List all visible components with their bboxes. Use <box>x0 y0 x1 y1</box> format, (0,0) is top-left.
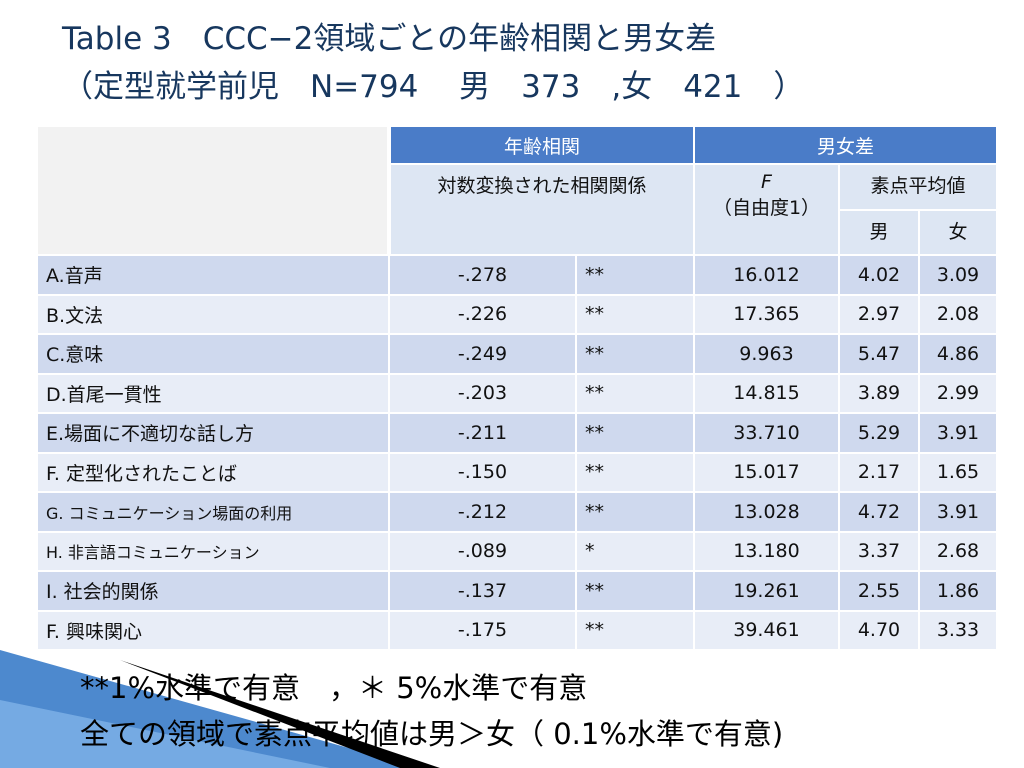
domain-label: F. 定型化されたことば <box>36 451 390 493</box>
female-mean: 1.86 <box>918 570 998 612</box>
significance: ** <box>575 609 695 651</box>
female-mean: 3.33 <box>918 609 998 651</box>
table-row: F. 興味関心 -.175 ** 39.461 4.70 3.33 <box>36 609 998 651</box>
f-value: 39.461 <box>693 609 840 651</box>
significance: ** <box>575 570 695 612</box>
domain-label: B.文法 <box>36 293 390 335</box>
empty-corner <box>36 125 391 256</box>
male-mean: 4.70 <box>838 609 920 651</box>
significance: ** <box>575 412 695 454</box>
light-swoosh <box>0 700 330 768</box>
male-mean: 4.72 <box>838 491 920 533</box>
significance: ** <box>575 491 695 533</box>
correlation: -.150 <box>388 451 577 493</box>
table-row: D.首尾一貫性 -.203 ** 14.815 3.89 2.99 <box>36 372 998 414</box>
significance: * <box>575 530 695 572</box>
header-cell: 男 <box>838 208 920 256</box>
female-mean: 3.91 <box>918 491 998 533</box>
significance: ** <box>575 451 695 493</box>
female-mean: 4.86 <box>918 333 998 375</box>
domain-label: H. 非言語コミュニケーション <box>36 530 390 572</box>
table-row: C.意味 -.249 ** 9.963 5.47 4.86 <box>36 333 998 375</box>
female-mean: 3.91 <box>918 412 998 454</box>
f-value: 16.012 <box>693 254 840 296</box>
significance: ** <box>575 293 695 335</box>
table-row: F. 定型化されたことば -.150 ** 15.017 2.17 1.65 <box>36 451 998 493</box>
correlation: -.278 <box>388 254 577 296</box>
header-cell: F （自由度1） <box>693 163 840 256</box>
correlation: -.137 <box>388 570 577 612</box>
correlation: -.226 <box>388 293 577 335</box>
female-mean: 2.99 <box>918 372 998 414</box>
header-cell: 素点平均値 <box>838 163 998 211</box>
f-value: 9.963 <box>693 333 840 375</box>
table-row: G. コミュニケーション場面の利用 -.212 ** 13.028 4.72 3.91 <box>36 491 998 533</box>
correlation: -.249 <box>388 333 577 375</box>
subtitle: （定型就学前児 N=794 男 373 ,女 421 ） <box>62 69 805 105</box>
male-mean: 5.47 <box>838 333 920 375</box>
female-mean: 2.08 <box>918 293 998 335</box>
female-mean: 2.68 <box>918 530 998 572</box>
correlation: -.211 <box>388 412 577 454</box>
domain-label: F. 興味関心 <box>36 609 390 651</box>
header-cell: 対数変換された相関関係 <box>388 163 695 256</box>
domain-label: C.意味 <box>36 333 390 375</box>
male-mean: 2.97 <box>838 293 920 335</box>
f-value: 13.180 <box>693 530 840 572</box>
domain-label: I. 社会的関係 <box>36 570 390 612</box>
domain-label: D.首尾一貫性 <box>36 372 390 414</box>
table-row: E.場面に不適切な話し方 -.211 ** 33.710 5.29 3.91 <box>36 412 998 454</box>
header-cell: 年齢相関 <box>388 125 695 165</box>
male-mean: 2.17 <box>838 451 920 493</box>
significance: ** <box>575 372 695 414</box>
table-row: B.文法 -.226 ** 17.365 2.97 2.08 <box>36 293 998 335</box>
results-table: 年齢相関 男女差 対数変換された相関関係 F （自由度1） 素点平均値 男 女 … <box>36 125 998 651</box>
f-value: 33.710 <box>693 412 840 454</box>
footnote: **1%水準で有意 ，＊ 5%水準で有意 <box>80 671 588 705</box>
table-row: H. 非言語コミュニケーション -.089 * 13.180 3.37 2.68 <box>36 530 998 572</box>
header-cell: 男女差 <box>693 125 998 165</box>
domain-label: E.場面に不適切な話し方 <box>36 412 390 454</box>
male-mean: 4.02 <box>838 254 920 296</box>
table-row: A.音声 -.278 ** 16.012 4.02 3.09 <box>36 254 998 296</box>
title: Table 3 CCC−2領域ごとの年齢相関と男女差 <box>62 21 717 57</box>
correlation: -.175 <box>388 609 577 651</box>
f-value: 15.017 <box>693 451 840 493</box>
f-value: 17.365 <box>693 293 840 335</box>
male-mean: 5.29 <box>838 412 920 454</box>
male-mean: 2.55 <box>838 570 920 612</box>
correlation: -.089 <box>388 530 577 572</box>
header-cell: 女 <box>918 208 998 256</box>
f-label: F <box>761 171 772 193</box>
f-value: 14.815 <box>693 372 840 414</box>
domain-label: G. コミュニケーション場面の利用 <box>36 491 390 533</box>
domain-label: A.音声 <box>36 254 390 296</box>
footnote: 全ての領域で素点平均値は男＞女（ 0.1%水準で有意) <box>80 717 784 751</box>
table-row: I. 社会的関係 -.137 ** 19.261 2.55 1.86 <box>36 570 998 612</box>
correlation: -.203 <box>388 372 577 414</box>
f-value: 13.028 <box>693 491 840 533</box>
male-mean: 3.37 <box>838 530 920 572</box>
df-label: （自由度1） <box>712 197 821 219</box>
dark-swoosh <box>120 660 440 768</box>
male-mean: 3.89 <box>838 372 920 414</box>
significance: ** <box>575 254 695 296</box>
female-mean: 1.65 <box>918 451 998 493</box>
female-mean: 3.09 <box>918 254 998 296</box>
f-value: 19.261 <box>693 570 840 612</box>
correlation: -.212 <box>388 491 577 533</box>
significance: ** <box>575 333 695 375</box>
